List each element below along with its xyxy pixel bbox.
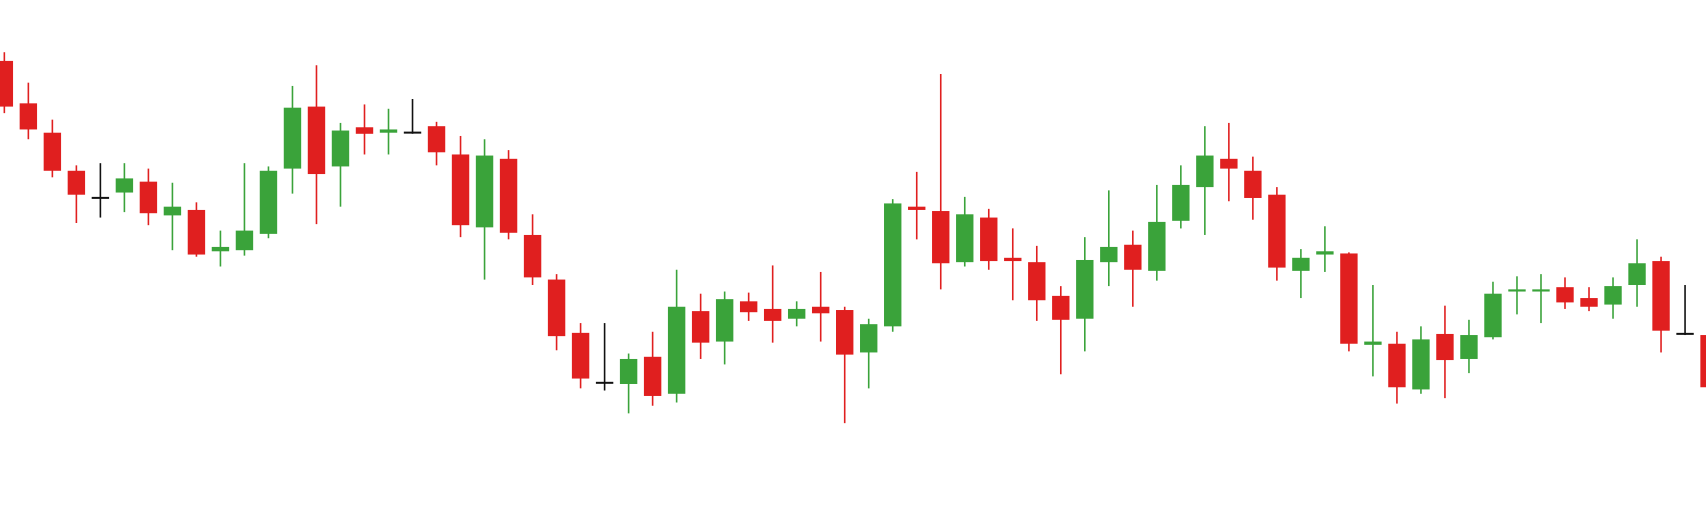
candle-body: [1700, 335, 1706, 388]
candle-body: [1004, 257, 1022, 262]
candle-body: [956, 214, 974, 263]
candle-body: [739, 301, 758, 313]
candle-body: [1220, 158, 1238, 169]
candle-body: [980, 217, 998, 262]
candle-body: [1316, 251, 1334, 255]
candle-body: [787, 308, 806, 319]
candle-body: [499, 158, 518, 233]
candle-body: [1100, 246, 1118, 263]
candle-body: [1124, 244, 1142, 270]
candle-body: [43, 132, 62, 171]
candle-body: [403, 131, 422, 134]
candle-body: [91, 196, 110, 199]
candle-body: [1364, 341, 1382, 345]
candle-body: [547, 279, 566, 337]
candle-body: [619, 358, 638, 384]
candle-body: [523, 234, 542, 278]
candle-body: [19, 103, 38, 130]
candle-body: [1484, 293, 1502, 338]
candle-body: [860, 324, 878, 353]
candle-body: [1268, 194, 1286, 268]
candle-body: [1460, 335, 1478, 359]
candle-body: [715, 299, 734, 342]
candle-body: [355, 127, 374, 134]
candle-body: [1628, 263, 1646, 286]
candle-body: [595, 381, 614, 384]
candle-body: [932, 211, 950, 264]
candle-body: [451, 154, 470, 226]
candle-body: [379, 129, 398, 133]
candle-body: [331, 130, 350, 167]
candle-body: [1196, 155, 1214, 188]
candle-body: [307, 106, 326, 175]
candle-body: [1676, 332, 1694, 335]
candle-body: [211, 246, 230, 252]
candle-body: [811, 306, 830, 314]
candle-body: [139, 181, 158, 214]
candle-body: [1436, 333, 1454, 361]
candle-body: [235, 230, 254, 251]
candle-body: [1052, 295, 1070, 320]
candle-body: [115, 178, 134, 193]
candle-body: [475, 155, 494, 228]
candle-body: [691, 311, 710, 343]
candle-body: [643, 356, 662, 396]
candle-body: [1604, 286, 1622, 305]
candle-body: [283, 107, 302, 169]
candle-body: [1412, 339, 1430, 390]
candle-body: [67, 170, 86, 195]
candle-body: [1148, 221, 1166, 271]
candle-body: [908, 206, 926, 210]
candle-body: [1028, 262, 1046, 301]
candle-body: [884, 203, 902, 327]
candle-body: [667, 306, 686, 394]
candle-body: [187, 209, 206, 255]
candle-body: [571, 332, 590, 379]
candle-body: [163, 206, 182, 216]
candle-body: [1340, 253, 1358, 344]
candle-body: [1556, 287, 1574, 303]
candle-body: [1652, 261, 1670, 331]
candle-body: [1508, 289, 1526, 292]
candle-body: [836, 310, 854, 355]
candle-body: [1532, 289, 1550, 292]
candle-body: [1244, 170, 1262, 198]
candle-body: [0, 60, 14, 107]
candle-body: [1388, 343, 1406, 388]
candle-body: [763, 308, 782, 321]
candle-body: [1580, 298, 1598, 307]
candle-body: [1076, 259, 1094, 319]
candle-body: [1292, 257, 1310, 271]
candle-body: [259, 170, 278, 234]
candle-body: [1172, 184, 1190, 221]
candle-body: [427, 126, 446, 153]
